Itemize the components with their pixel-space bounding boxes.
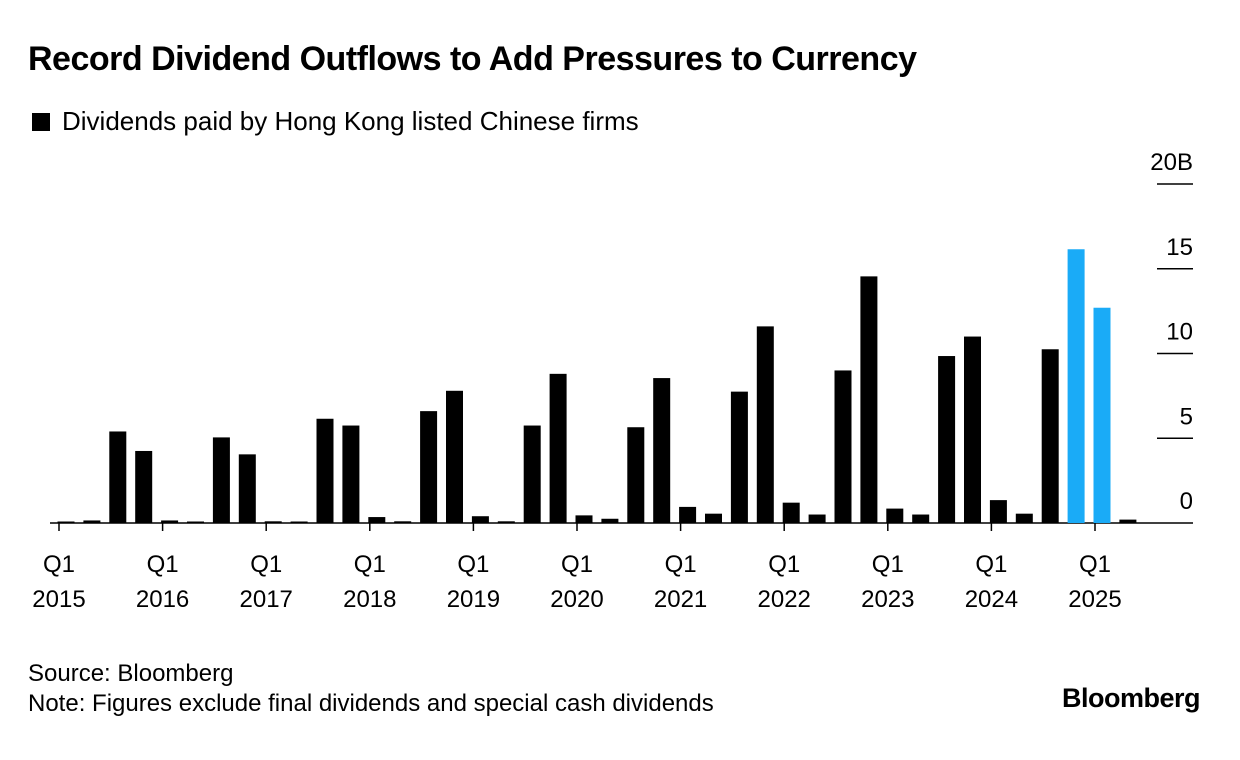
x-tick-label-year: 2016 (136, 586, 189, 613)
y-tick-label: 0 (1180, 488, 1193, 515)
bar (705, 513, 722, 523)
bar (886, 508, 904, 523)
bar (523, 425, 541, 523)
bar (679, 506, 697, 523)
bar (601, 518, 619, 523)
bar (420, 411, 438, 523)
x-tick-label-quarter: Q1 (147, 551, 179, 578)
bar (989, 500, 1007, 523)
bar (161, 520, 179, 523)
x-tick-label-year: 2025 (1068, 586, 1121, 613)
bar (834, 370, 852, 523)
x-tick-label-quarter: Q1 (354, 551, 386, 578)
x-tick-label-year: 2022 (758, 586, 811, 613)
y-tick-label: 20B (1150, 149, 1193, 176)
x-tick-label-year: 2020 (550, 586, 603, 613)
bar (549, 373, 567, 523)
bar (938, 356, 956, 523)
x-tick-label-quarter: Q1 (561, 551, 593, 578)
bar (238, 454, 256, 523)
x-tick-label-year: 2021 (654, 586, 707, 613)
bar (342, 425, 360, 523)
x-tick-label-year: 2019 (447, 586, 500, 613)
bar (730, 391, 748, 523)
bar (1093, 307, 1111, 523)
bar (860, 276, 878, 523)
bar (368, 517, 386, 523)
bar (1041, 349, 1059, 523)
bar (394, 521, 412, 523)
bar (575, 515, 593, 523)
x-tick-label-quarter: Q1 (250, 551, 282, 578)
x-tick-label-year: 2018 (343, 586, 396, 613)
y-tick-label: 15 (1166, 234, 1193, 261)
legend-label: Dividends paid by Hong Kong listed Chine… (62, 106, 639, 136)
bar (109, 431, 127, 523)
bar (264, 521, 282, 523)
y-tick-label: 10 (1166, 319, 1193, 346)
x-tick-label-year: 2015 (32, 586, 85, 613)
bar (912, 514, 930, 523)
bar (1119, 519, 1137, 523)
bar (808, 514, 826, 523)
x-tick-label-quarter: Q1 (872, 551, 904, 578)
legend-swatch (32, 112, 50, 131)
x-tick-label-quarter: Q1 (768, 551, 800, 578)
bar (83, 520, 101, 523)
bar (1015, 513, 1033, 523)
bar (187, 521, 204, 523)
bar (756, 326, 774, 523)
x-tick-label-quarter: Q1 (457, 551, 489, 578)
bar (135, 450, 153, 523)
x-tick-label-quarter: Q1 (975, 551, 1007, 578)
x-tick-label-quarter: Q1 (665, 551, 697, 578)
bar (212, 437, 230, 523)
bar (471, 516, 489, 523)
bar (782, 502, 800, 523)
bar (57, 521, 75, 523)
y-tick-label: 5 (1180, 403, 1193, 430)
x-tick-label-year: 2023 (861, 586, 914, 613)
bar (316, 418, 334, 523)
legend: Dividends paid by Hong Kong listed Chine… (32, 106, 639, 137)
bar (964, 336, 981, 523)
x-tick-label-quarter: Q1 (43, 551, 75, 578)
bar (627, 427, 645, 523)
bar (446, 390, 463, 523)
chart-title: Record Dividend Outflows to Add Pressure… (28, 40, 917, 78)
x-tick-label-year: 2024 (965, 586, 1018, 613)
bar (497, 521, 515, 523)
source-text: Source: Bloomberg (28, 660, 234, 687)
bar (1067, 249, 1085, 523)
bar (653, 378, 671, 523)
bloomberg-logo: Bloomberg (1061, 683, 1201, 713)
x-tick-label-quarter: Q1 (1079, 551, 1111, 578)
bar (290, 521, 308, 523)
x-tick-label-year: 2017 (240, 586, 293, 613)
note-text: Note: Figures exclude final dividends an… (28, 690, 714, 717)
